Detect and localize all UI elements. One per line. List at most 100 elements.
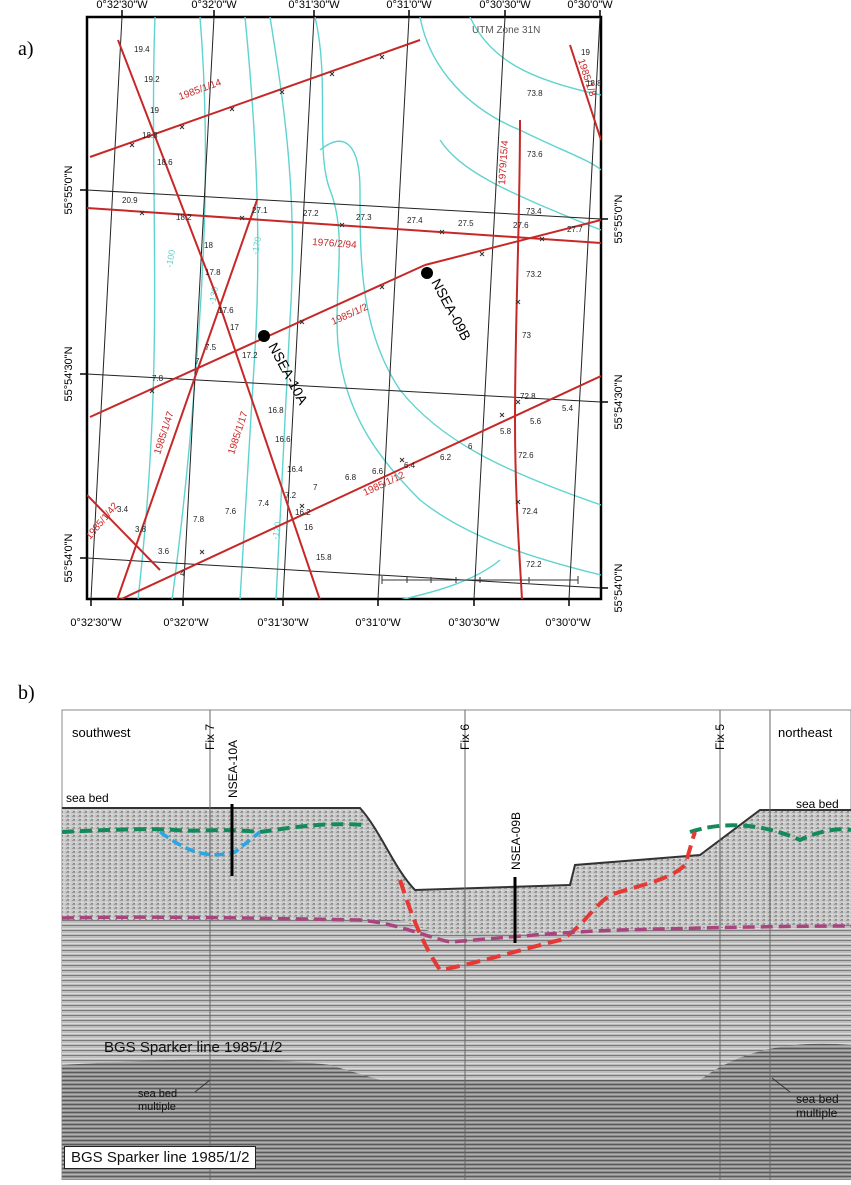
fix-number: 27.3 <box>356 213 372 222</box>
fix-number: 20.9 <box>122 196 138 205</box>
bottom-lon-label: 0°30'30"W <box>448 617 500 629</box>
multiple-band <box>62 1043 851 1180</box>
fix-number: 6.4 <box>404 461 416 470</box>
fix-number: 17.2 <box>242 351 258 360</box>
panel-b-seismic-profile: b) <box>0 680 851 1181</box>
fix-number: 27.1 <box>252 206 268 215</box>
bottom-lon-label: 0°31'0"W <box>355 617 401 629</box>
fix-number: 19 <box>150 106 159 115</box>
multiple-left-label-1: sea bed <box>138 1088 177 1100</box>
fix-number: 3.4 <box>117 505 129 514</box>
line-label: BGS Sparker line 1985/1/2 <box>104 1039 282 1056</box>
panel-b-label: b) <box>18 682 35 704</box>
fix-number: 73 <box>522 331 531 340</box>
fix-number: 16.8 <box>268 406 284 415</box>
multiple-leader-right <box>771 1077 791 1093</box>
fix-markers <box>129 54 545 555</box>
multiple-left-label-2: multiple <box>138 1101 176 1113</box>
top-lon-label: 0°32'0"W <box>191 0 237 11</box>
bottom-lon-label: 0°31'30"W <box>257 617 309 629</box>
left-lat-label: 55°54'0"N <box>63 533 75 582</box>
map-frame <box>85 15 603 601</box>
fix-number: 5.6 <box>530 417 542 426</box>
top-lon-label: 0°30'30"W <box>479 0 531 11</box>
fix-number: 18.2 <box>176 213 192 222</box>
purple-horizon <box>61 915 851 944</box>
fix-number: 73.2 <box>526 270 542 279</box>
fix-number: 4 <box>180 569 185 578</box>
bottom-lon-label: 0°32'30"W <box>70 617 122 629</box>
left-lat-label: 55°54'30"N <box>63 346 75 401</box>
right-lat-label: 55°54'30"N <box>613 374 625 429</box>
contour-label: -130 <box>207 286 220 305</box>
fix-number: 6.2 <box>440 453 452 462</box>
scale-bar <box>381 576 579 584</box>
contour-label: -170 <box>250 236 263 255</box>
right-lat-label: 55°55'0"N <box>613 194 625 243</box>
frame-ticks <box>80 10 608 606</box>
fix-number: 7.4 <box>258 499 270 508</box>
map-svg: -100 -130 -170 -120 <box>63 0 625 629</box>
utm-zone-label: UTM Zone 31N <box>472 25 540 36</box>
fix-number: 7.8 <box>152 374 164 383</box>
fix-number: 18 <box>204 241 213 250</box>
fix-number: 7.6 <box>225 507 237 516</box>
fix-number: 27.4 <box>407 216 423 225</box>
fix-number: 72.2 <box>526 560 542 569</box>
bottom-lon-label: 0°32'0"W <box>163 617 209 629</box>
fix-number: 19.4 <box>134 45 150 54</box>
survey-line-label: 1979/15/4 <box>497 140 511 186</box>
fix5-label: Fix 5 <box>713 724 727 750</box>
green-horizon-left <box>61 822 366 835</box>
bottom-lon-label: 0°30'0"W <box>545 617 591 629</box>
left-lat-label: 55°55'0"N <box>63 165 75 214</box>
fix-number: 72.4 <box>522 507 538 516</box>
fix-number: 18.8 <box>142 131 158 140</box>
top-lon-label: 0°31'30"W <box>288 0 340 11</box>
fix-number: 16.4 <box>287 465 303 474</box>
sea-bed-left-label: sea bed <box>66 791 109 805</box>
fix-number: 27.2 <box>303 209 319 218</box>
fix-number: 5.8 <box>500 427 512 436</box>
panel-a-label: a) <box>18 38 34 60</box>
red-channel-fill <box>398 831 697 973</box>
fix-number: 7 <box>313 483 318 492</box>
core-label-10a: NSEA-10A <box>226 740 240 798</box>
sea-bed-reflector <box>62 807 851 892</box>
contour-label: -100 <box>164 249 177 268</box>
fix-number: 17 <box>230 323 239 332</box>
survey-line-label: 1976/2/94 <box>312 237 358 251</box>
core-site-marker-09b <box>421 267 433 279</box>
core-site-marker-10a <box>258 330 270 342</box>
panel-a-map: a) -100 -130 <box>18 0 625 629</box>
fix-number: 7 <box>195 357 200 366</box>
seismic-svg: southwest northeast Fix 7 Fix 6 Fix 5 NS… <box>61 709 851 1181</box>
fix-number: 27.7 <box>567 225 583 234</box>
fix-number: 5.4 <box>562 404 574 413</box>
fix-number: 19.2 <box>144 75 160 84</box>
fix-number: 72.6 <box>518 451 534 460</box>
fix-number: 19 <box>581 48 590 57</box>
fix-number: 15.8 <box>316 553 332 562</box>
multiple-leader-left <box>194 1079 211 1093</box>
fix-number: 6 <box>468 442 473 451</box>
fix-lines <box>209 710 771 1180</box>
top-lon-label: 0°31'0"W <box>386 0 432 11</box>
northeast-label: northeast <box>778 725 833 740</box>
fix-number: 17.8 <box>205 268 221 277</box>
fix-number: 17.6 <box>218 306 234 315</box>
fix-number: 27.6 <box>513 221 529 230</box>
fix-number: 27.5 <box>458 219 474 228</box>
right-lat-label: 55°54'0"N <box>613 563 625 612</box>
green-horizon-right <box>689 823 851 843</box>
fix-number: 16 <box>304 523 313 532</box>
sea-bed-right-label: sea bed <box>796 797 839 811</box>
fix-number: 73.6 <box>527 150 543 159</box>
caption-box: BGS Sparker line 1985/1/2 <box>64 1146 257 1169</box>
fix-number: 3.6 <box>158 547 170 556</box>
fix-number: 3.8 <box>135 525 147 534</box>
multiple-right-label-2: multiple <box>796 1106 838 1120</box>
fix-number: 73.8 <box>527 89 543 98</box>
southwest-label: southwest <box>72 725 131 740</box>
bathymetry-contours <box>137 17 601 599</box>
